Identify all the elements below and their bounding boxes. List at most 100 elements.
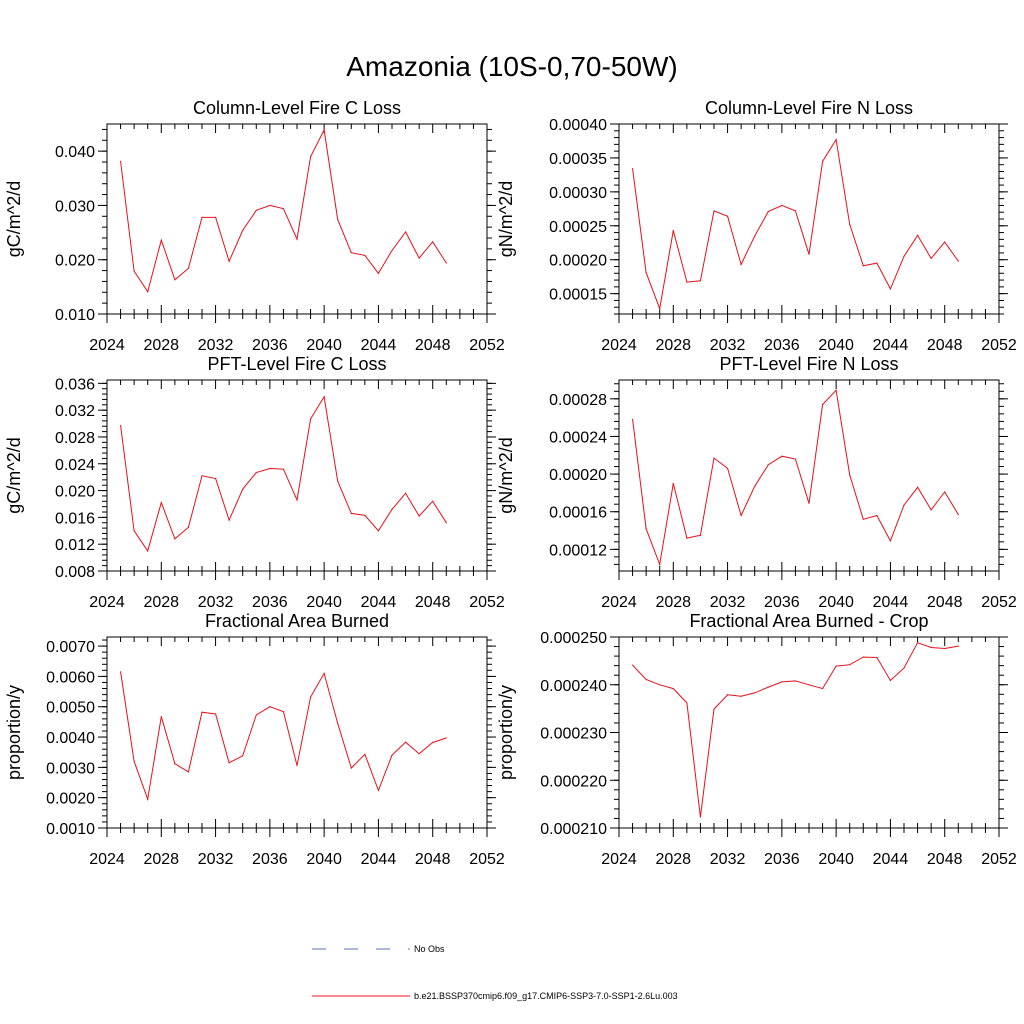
data-point	[445, 737, 447, 739]
data-point	[903, 255, 905, 257]
x-tick-label: 2040	[818, 594, 854, 611]
data-point	[147, 291, 149, 293]
data-point	[944, 241, 946, 243]
y-tick-label: 0.0030	[46, 760, 95, 777]
data-point	[767, 210, 769, 213]
data-point	[201, 711, 203, 713]
data-point	[214, 477, 217, 480]
data-point	[726, 215, 729, 217]
y-tick-label: 0.00012	[549, 542, 607, 559]
data-point	[944, 647, 946, 650]
data-point	[699, 280, 702, 282]
x-tick-label: 2048	[927, 851, 963, 868]
x-tick-label: 2044	[873, 851, 909, 868]
data-point	[174, 538, 176, 540]
y-tick-label: 0.000240	[540, 678, 607, 695]
panel-title: PFT-Level Fire C Loss	[207, 354, 386, 374]
chart-panel-3: PFT-Level Fire C Loss 2024 2028 2032 2036 204…	[4, 354, 505, 611]
panel-title: PFT-Level Fire N Loss	[719, 354, 898, 374]
data-point	[740, 695, 742, 697]
data-point	[699, 816, 702, 818]
y-axis-label: gC/m^2/d	[4, 181, 24, 257]
plot-frame	[618, 123, 1000, 315]
data-point	[835, 139, 837, 141]
data-point	[418, 257, 420, 259]
data-point	[781, 204, 783, 207]
data-point	[631, 418, 634, 421]
data-point	[187, 771, 190, 773]
plot-frame	[618, 379, 1000, 572]
data-point	[686, 537, 688, 539]
data-point	[767, 464, 769, 466]
data-point	[889, 679, 892, 682]
data-point	[377, 530, 380, 532]
x-tick-label: 2036	[764, 851, 800, 868]
y-tick-label: 0.00030	[549, 185, 607, 202]
y-tick-label: 0.00025	[549, 219, 607, 236]
x-tick-label: 2040	[306, 594, 342, 611]
data-point	[174, 279, 176, 281]
data-point	[889, 288, 892, 290]
series-line	[120, 671, 447, 802]
y-tick-label: 0.00015	[549, 287, 607, 304]
data-point	[282, 468, 285, 470]
y-tick-label: 0.008	[55, 564, 95, 581]
x-tick-label: 2044	[361, 594, 397, 611]
data-point	[849, 223, 851, 226]
y-tick-label: 0.00024	[549, 429, 607, 446]
data-point	[201, 475, 203, 477]
y-tick-label: 0.0070	[46, 639, 95, 656]
data-point	[957, 645, 959, 647]
figure-title: Amazonia (10S-0,70-50W)	[346, 51, 677, 82]
data-point	[672, 687, 674, 690]
y-tick-label: 0.0010	[46, 821, 95, 838]
data-point	[631, 168, 634, 170]
data-point	[296, 764, 298, 767]
x-tick-label: 2052	[469, 337, 505, 354]
data-point	[242, 229, 244, 231]
x-tick-label: 2036	[252, 851, 288, 868]
data-point	[119, 160, 122, 163]
data-point	[309, 155, 312, 158]
data-point	[726, 694, 729, 696]
data-point	[160, 239, 162, 241]
x-tick-label: 2048	[415, 337, 451, 354]
data-point	[889, 540, 892, 542]
data-point	[147, 550, 149, 552]
data-point	[903, 667, 905, 669]
data-point	[808, 502, 810, 504]
x-tick-label: 2028	[655, 851, 691, 868]
data-point	[862, 656, 864, 658]
x-tick-label: 2036	[764, 594, 800, 611]
data-point	[740, 263, 742, 266]
data-point	[404, 231, 407, 233]
data-point	[160, 502, 162, 504]
data-point	[214, 216, 217, 218]
x-tick-label: 2028	[655, 594, 691, 611]
data-point	[740, 514, 742, 517]
data-point	[255, 209, 257, 211]
data-point	[645, 678, 647, 681]
data-point	[350, 512, 352, 514]
x-tick-label: 2024	[89, 337, 125, 354]
x-tick-label: 2040	[818, 337, 854, 354]
y-tick-label: 0.030	[55, 198, 95, 215]
data-point	[849, 664, 851, 666]
chart-panels: Column-Level Fire C Loss 2024 2028 2032 2036…	[4, 98, 1017, 868]
data-point	[404, 492, 407, 494]
data-point	[337, 480, 339, 482]
data-point	[187, 267, 190, 269]
data-point	[432, 500, 434, 502]
x-tick-label: 2032	[710, 851, 746, 868]
y-tick-label: 0.028	[55, 430, 95, 447]
plot-frame	[106, 636, 488, 829]
x-tick-label: 2028	[143, 851, 179, 868]
x-tick-label: 2044	[873, 337, 909, 354]
data-point	[133, 760, 135, 762]
data-point	[269, 706, 271, 708]
x-tick-label: 2024	[601, 337, 637, 354]
data-point	[659, 307, 661, 310]
data-point	[337, 218, 339, 221]
data-point	[876, 262, 878, 264]
